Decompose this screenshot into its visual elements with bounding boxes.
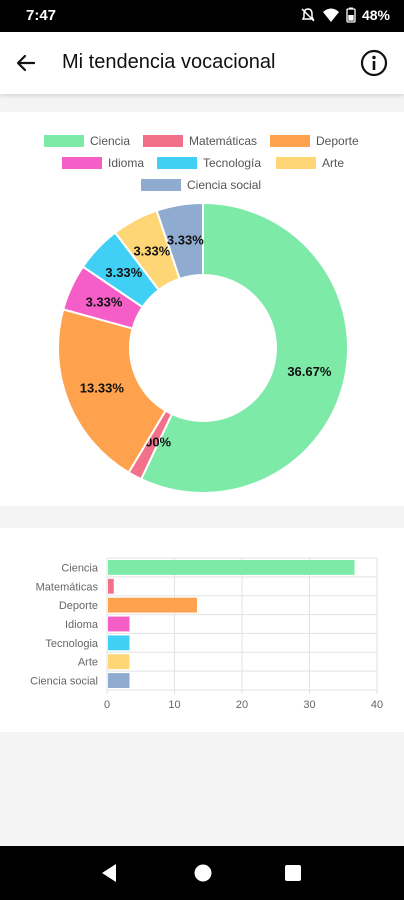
legend-swatch (157, 157, 197, 169)
legend-swatch (270, 135, 310, 147)
donut-slice-label: 13.33% (80, 381, 125, 396)
bell-muted-icon (301, 8, 315, 22)
legend-item-deporte[interactable]: Deporte (270, 134, 359, 148)
legend-label: Ciencia social (187, 178, 262, 192)
donut-chart: 36.67%1.00%13.33%3.33%3.33%3.33%3.33% (57, 201, 349, 494)
legend-swatch (62, 157, 102, 169)
nav-home-button[interactable] (190, 860, 216, 886)
bar-category-label: Ciencia social (30, 676, 98, 688)
bar-tecnologia[interactable] (108, 635, 130, 651)
legend-swatch (141, 179, 181, 191)
bar-chart-card: 0 10 20 30 40 Ciencia Matemáticas Deporte Idioma… (0, 528, 404, 732)
back-button[interactable] (10, 47, 42, 79)
donut-slice-label: 3.33% (167, 232, 204, 247)
triangle-back-icon (102, 864, 116, 882)
legend-label: Idioma (108, 156, 145, 170)
bar-category-label: Deporte (59, 600, 98, 612)
donut-slice-ciencia-social[interactable] (155, 201, 204, 281)
donut-slice-deporte[interactable] (57, 308, 167, 474)
info-icon (360, 49, 388, 77)
bar-category-label: Ciencia (61, 562, 99, 574)
bar-category-label: Matemáticas (36, 581, 99, 593)
legend-item-ciencia[interactable]: Ciencia (44, 134, 130, 148)
battery-percent: 48% (361, 7, 390, 23)
wifi-icon (322, 8, 339, 22)
legend-label: Deporte (316, 134, 359, 148)
donut-slice-label: 36.67% (287, 364, 332, 379)
legend-label: Arte (322, 156, 345, 170)
status-bar: 7:47 48% (0, 0, 404, 32)
status-icons: 48% (300, 7, 390, 23)
legend-item-ciencia-social[interactable]: Ciencia social (141, 178, 261, 192)
bar-category-label: Tecnologia (45, 638, 98, 650)
legend-swatch (143, 135, 183, 147)
legend-item-matematicas[interactable]: Matemáticas (143, 134, 257, 148)
donut-slice-label: 3.33% (133, 244, 170, 259)
arrow-left-icon (16, 54, 36, 72)
circle-home-icon (194, 864, 212, 882)
navigation-bar (0, 846, 404, 900)
legend-swatch (44, 135, 84, 147)
bar-deporte[interactable] (108, 597, 197, 613)
bar-x-tick-label: 10 (168, 699, 180, 711)
nav-back-button[interactable] (96, 860, 122, 886)
legend-item-arte[interactable]: Arte (276, 156, 344, 170)
donut-slice-ciencia[interactable] (139, 201, 349, 494)
page-title: Mi tendencia vocacional (62, 51, 276, 73)
legend-label: Tecnología (203, 156, 262, 170)
bar-ciencia[interactable] (108, 560, 355, 575)
legend-swatch (276, 157, 316, 169)
legend-item-idioma[interactable]: Idioma (62, 156, 144, 170)
bar-x-tick-label: 20 (236, 699, 248, 711)
bar-matematicas[interactable] (108, 578, 114, 594)
square-recents-icon (285, 865, 301, 881)
legend-label: Matemáticas (189, 134, 258, 148)
battery-icon (346, 7, 356, 23)
legend-label: Ciencia (90, 134, 131, 148)
bar-category-label: Idioma (65, 619, 99, 631)
donut-chart-card: Ciencia Matemáticas Deporte Idioma Tecnologí… (0, 112, 404, 506)
bar-idioma[interactable] (108, 616, 130, 632)
app-bar: Mi tendencia vocacional (0, 32, 404, 94)
donut-slice-label: 3.33% (105, 265, 142, 280)
bar-x-tick-label: 30 (303, 699, 315, 711)
bar-category-label: Arte (78, 657, 98, 669)
bar-x-tick-label: 40 (371, 699, 383, 711)
legend-item-tecnologia[interactable]: Tecnología (157, 156, 261, 170)
nav-recents-button[interactable] (280, 860, 306, 886)
bar-ciencia-social[interactable] (108, 673, 130, 688)
donut-slice-label: 3.33% (86, 294, 123, 309)
info-button[interactable] (358, 47, 390, 79)
bar-chart: 0 10 20 30 40 Ciencia Matemáticas Deporte Idioma… (30, 557, 383, 711)
bar-x-tick-label: 0 (104, 699, 110, 711)
status-time: 7:47 (26, 7, 57, 24)
bar-arte[interactable] (108, 654, 130, 670)
